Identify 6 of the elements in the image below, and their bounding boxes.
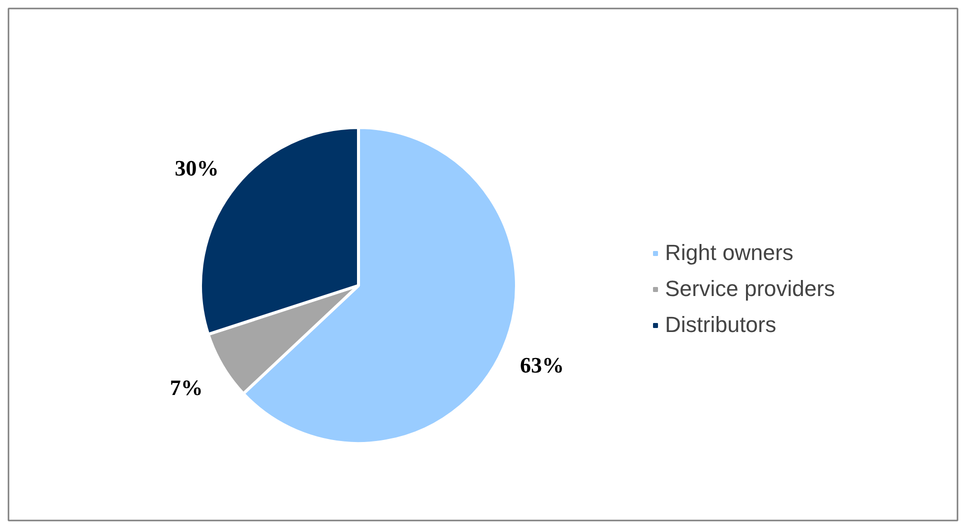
legend-label: Right owners: [665, 240, 794, 266]
data-label: 7%: [170, 374, 203, 400]
data-label: 30%: [174, 155, 219, 180]
data-label: 63%: [520, 352, 564, 378]
legend-label: Distributors: [665, 312, 776, 338]
legend-label: Service providers: [665, 276, 835, 302]
